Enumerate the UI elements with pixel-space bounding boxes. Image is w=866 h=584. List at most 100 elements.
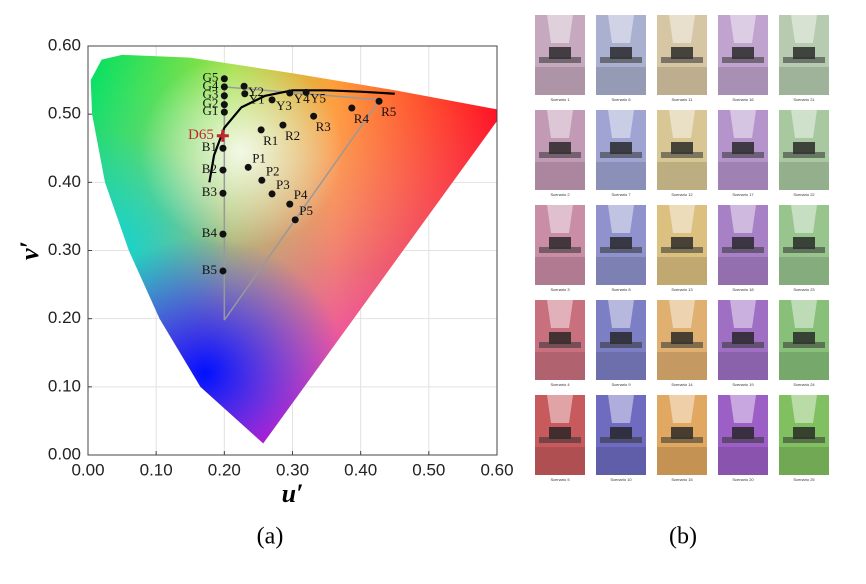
point xyxy=(219,144,227,152)
point-label: G4 xyxy=(202,78,218,93)
thumb-caption: Scenario 7 xyxy=(611,192,631,197)
thumb-caption: Scenario 16 xyxy=(732,97,754,102)
thumb-caption: Scenario 20 xyxy=(732,477,754,482)
thumb-floor xyxy=(779,67,829,95)
thumb-screen xyxy=(549,237,571,249)
thumb-floor xyxy=(779,447,829,475)
thumb-desk xyxy=(600,152,642,158)
thumb-ceiling-light xyxy=(730,110,756,138)
y-tick-label: 0.10 xyxy=(48,376,81,395)
thumb-ceiling-light xyxy=(669,15,695,43)
thumb-caption: Scenario 9 xyxy=(611,382,631,387)
thumb-floor xyxy=(535,447,585,475)
thumb-screen xyxy=(793,237,815,249)
point-label: B5 xyxy=(202,262,217,277)
thumb-desk xyxy=(600,247,642,253)
point-label: B2 xyxy=(202,161,217,176)
scenario-thumbnail: Scenario 2 xyxy=(535,110,585,197)
thumb-desk xyxy=(722,437,764,443)
planckian-locus xyxy=(208,89,395,183)
point xyxy=(279,121,287,129)
thumb-desk xyxy=(783,342,825,348)
thumb-screen xyxy=(732,142,754,154)
thumb-floor xyxy=(535,257,585,285)
y-tick-label: 0.30 xyxy=(48,240,81,259)
thumb-ceiling-light xyxy=(730,395,756,423)
thumb-floor xyxy=(535,352,585,380)
thumb-floor xyxy=(596,447,646,475)
point xyxy=(220,108,228,116)
thumb-desk xyxy=(661,152,703,158)
point xyxy=(219,230,227,238)
thumb-ceiling-light xyxy=(608,205,634,233)
thumb-floor xyxy=(657,352,707,380)
scenario-thumbnail: Scenario 10 xyxy=(596,395,646,482)
panel-label: (a) xyxy=(257,524,284,550)
x-tick-label: 0.60 xyxy=(480,460,513,479)
y-tick-label: 0.50 xyxy=(48,104,81,123)
thumb-ceiling-light xyxy=(669,395,695,423)
x-axis-label: u′ xyxy=(282,479,304,508)
scenario-thumbnail: Scenario 7 xyxy=(596,110,646,197)
thumb-caption: Scenario 15 xyxy=(671,477,693,482)
point xyxy=(219,166,227,174)
scenario-thumbnail: Scenario 23 xyxy=(779,205,829,292)
thumb-screen xyxy=(671,427,693,439)
point xyxy=(244,163,252,171)
thumb-screen xyxy=(549,427,571,439)
point xyxy=(286,200,294,208)
point-label: P1 xyxy=(252,150,266,165)
scenario-thumbnail: Scenario 13 xyxy=(657,205,707,292)
thumb-ceiling-light xyxy=(791,15,817,43)
thumb-screen xyxy=(610,47,632,59)
thumb-floor xyxy=(718,162,768,190)
y-tick-label: 0.40 xyxy=(48,172,81,191)
x-tick-label: 0.40 xyxy=(344,460,377,479)
thumb-caption: Scenario 17 xyxy=(732,192,754,197)
point xyxy=(257,126,265,134)
point xyxy=(302,88,310,96)
point-label: G1 xyxy=(202,103,218,118)
point xyxy=(286,89,294,97)
thumb-floor xyxy=(779,352,829,380)
thumb-desk xyxy=(722,57,764,63)
scenario-thumbnail: Scenario 20 xyxy=(718,395,768,482)
thumb-screen xyxy=(549,47,571,59)
x-tick-label: 0.10 xyxy=(140,460,173,479)
point-label: P3 xyxy=(276,177,290,192)
point-label: R4 xyxy=(354,111,370,126)
thumb-screen xyxy=(732,332,754,344)
thumb-screen xyxy=(671,332,693,344)
point-label: G3 xyxy=(202,87,218,102)
gamut-outline xyxy=(223,86,382,321)
point-label: R5 xyxy=(381,104,396,119)
scenario-thumbnail: Scenario 19 xyxy=(718,300,768,387)
thumb-floor xyxy=(718,447,768,475)
thumb-floor xyxy=(779,257,829,285)
point xyxy=(310,112,318,120)
point xyxy=(220,101,228,109)
thumb-ceiling-light xyxy=(608,110,634,138)
thumb-ceiling-light xyxy=(791,110,817,138)
thumb-floor xyxy=(718,257,768,285)
point-label: B3 xyxy=(202,184,217,199)
point xyxy=(268,96,276,104)
y-tick-label: 0.00 xyxy=(48,444,81,463)
point xyxy=(241,90,249,98)
y-tick-label: 0.20 xyxy=(48,308,81,327)
point-label: P5 xyxy=(299,203,313,218)
thumb-ceiling-light xyxy=(608,395,634,423)
scenario-thumbnail: Scenario 4 xyxy=(535,300,585,387)
point-label: R1 xyxy=(263,133,278,148)
thumb-floor xyxy=(596,162,646,190)
thumb-screen xyxy=(549,332,571,344)
gamut-fill xyxy=(90,54,497,444)
thumb-screen xyxy=(610,427,632,439)
thumb-screen xyxy=(732,427,754,439)
thumb-ceiling-light xyxy=(791,300,817,328)
thumb-ceiling-light xyxy=(669,205,695,233)
thumb-desk xyxy=(600,437,642,443)
thumb-caption: Scenario 4 xyxy=(550,382,570,387)
point xyxy=(220,83,228,91)
point-label: B1 xyxy=(202,139,217,154)
